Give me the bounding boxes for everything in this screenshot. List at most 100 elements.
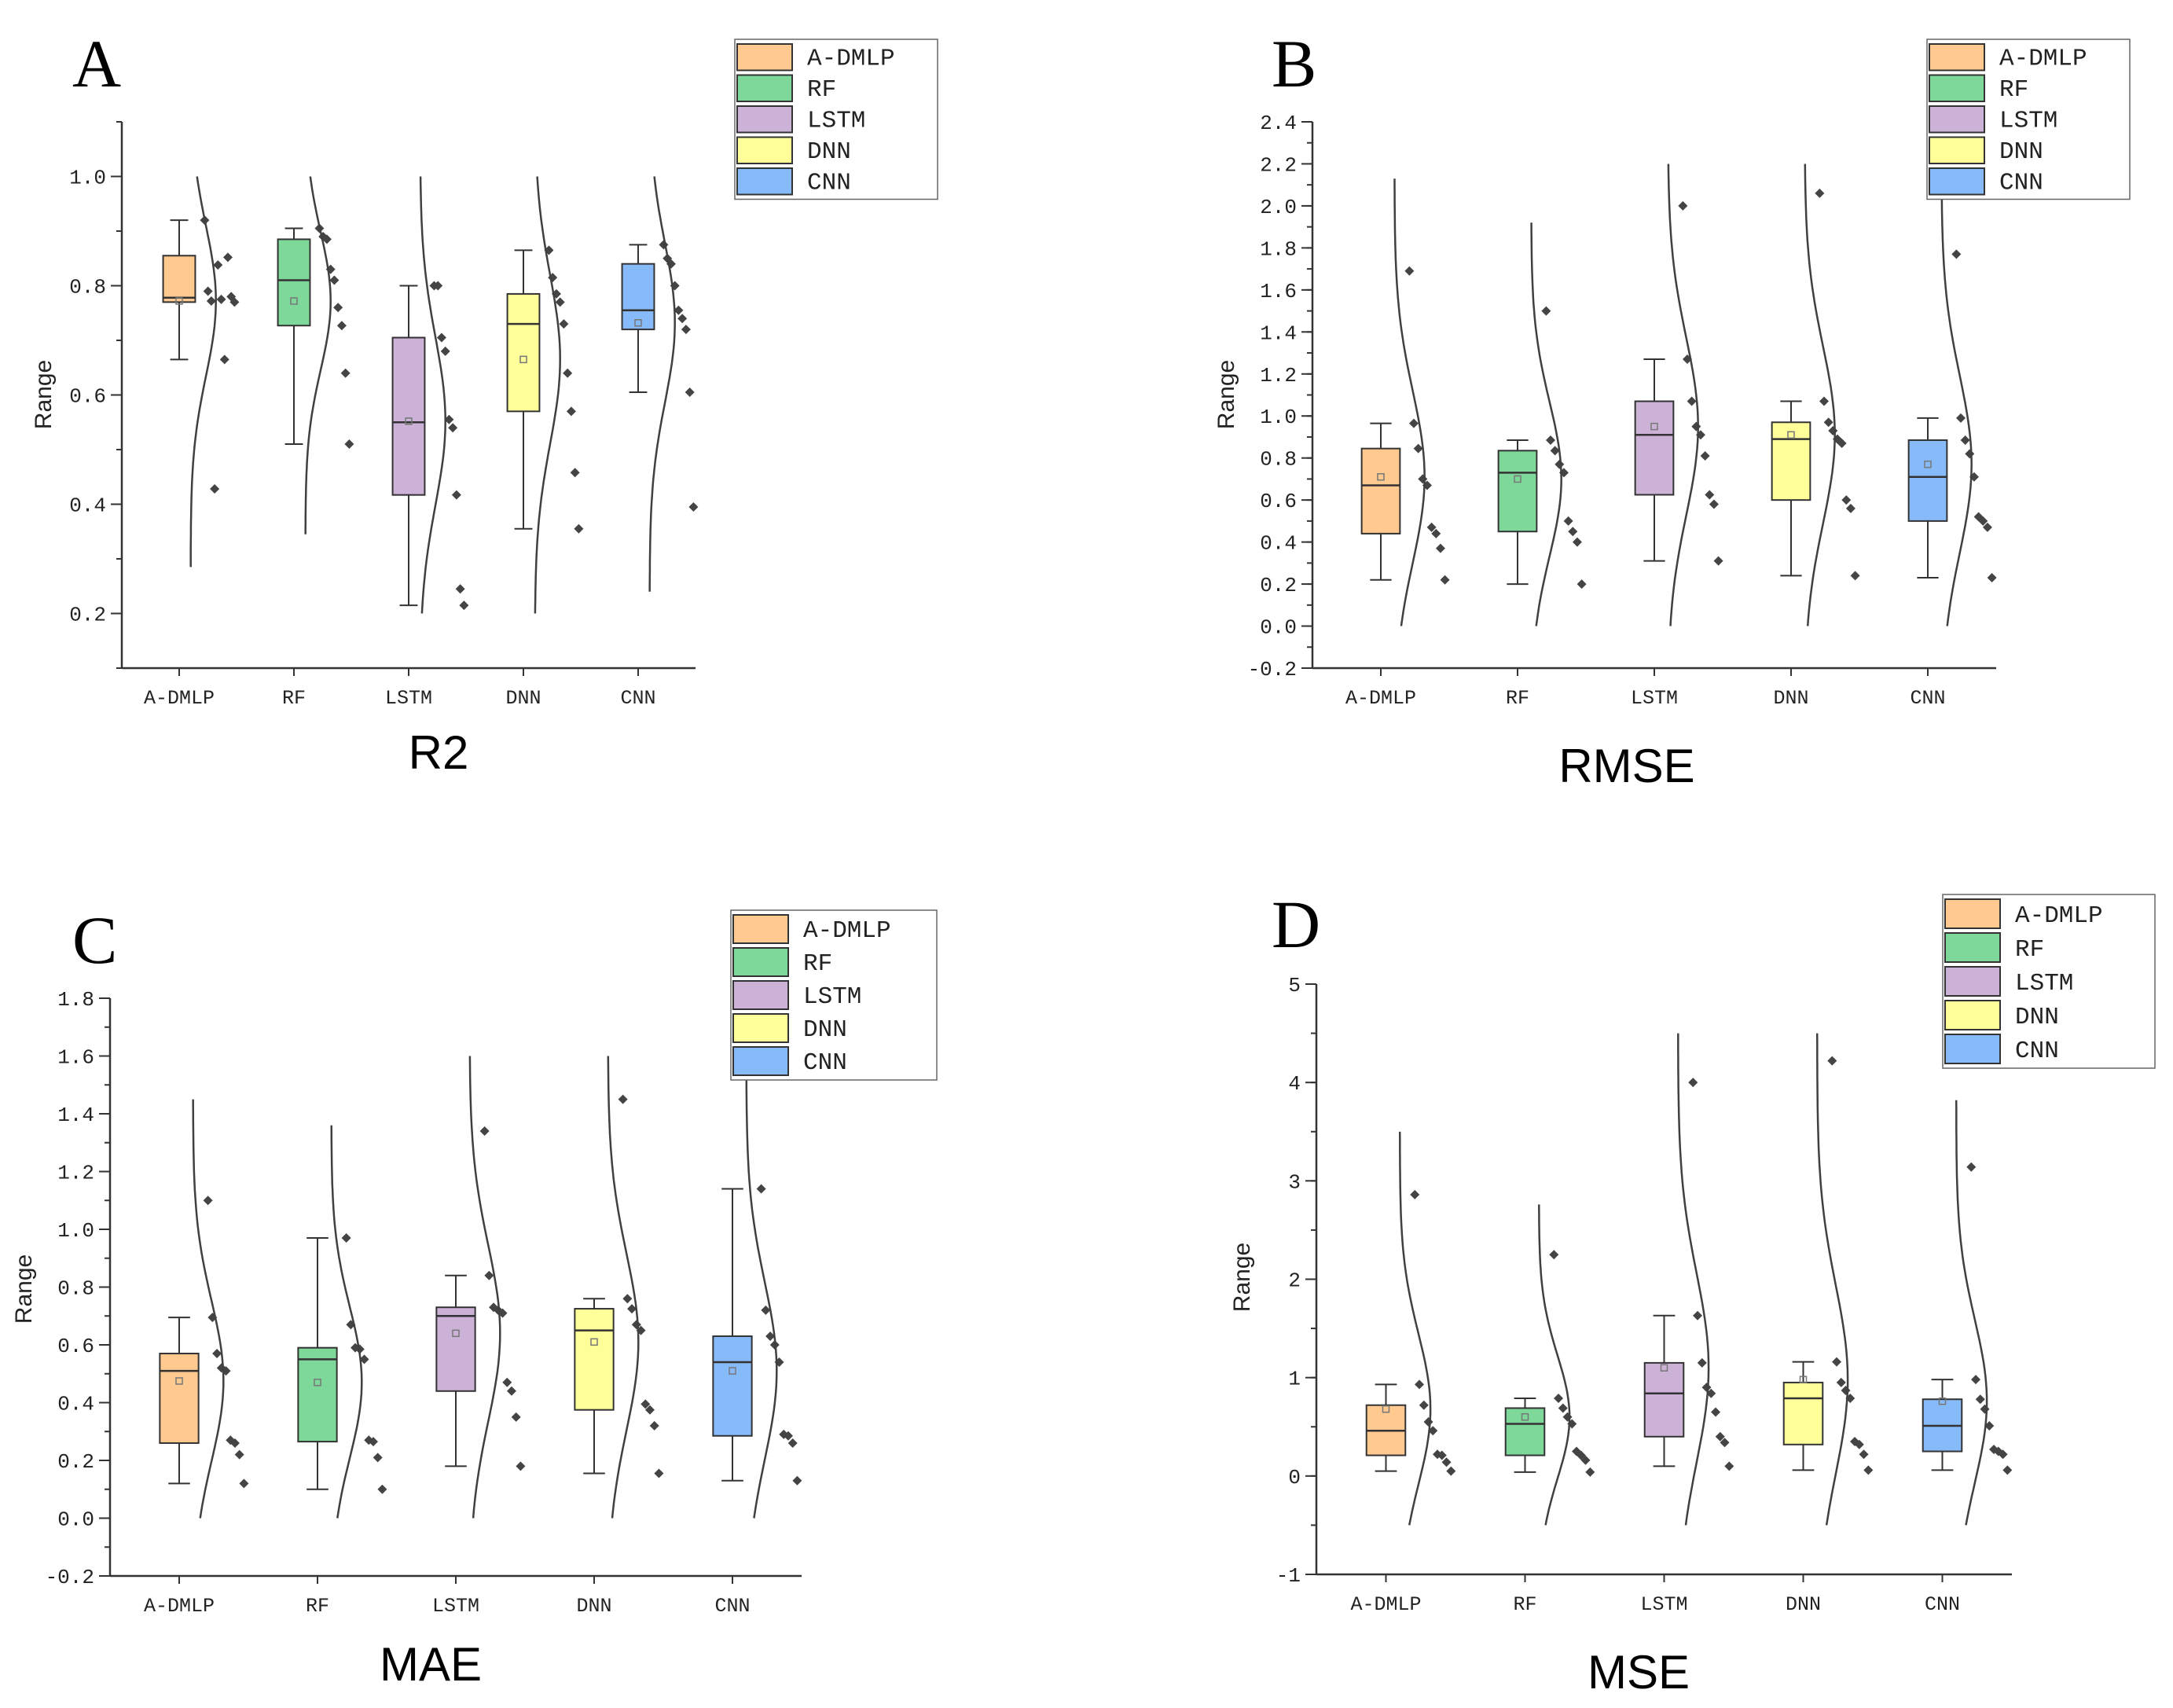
data-point	[1713, 556, 1723, 566]
data-point	[1841, 495, 1852, 505]
x-tick-label: CNN	[1925, 1593, 1960, 1616]
data-point	[502, 1377, 512, 1387]
legend-label: LSTM	[803, 983, 861, 1011]
series-lstm	[435, 1056, 526, 1519]
data-point	[239, 1478, 249, 1489]
y-tick-label: 0.0	[1260, 616, 1297, 640]
y-tick-label: 1.4	[57, 1104, 94, 1127]
data-point	[1709, 499, 1719, 509]
data-point	[1966, 1162, 1977, 1172]
box-iqr	[1782, 1381, 1824, 1445]
data-point	[1435, 543, 1445, 553]
data-point	[1841, 1385, 1851, 1395]
data-point	[1854, 1439, 1864, 1449]
y-tick-label: 2.4	[1260, 112, 1297, 135]
mean-marker	[290, 297, 298, 305]
data-point	[1980, 1404, 1990, 1414]
distribution-curve	[745, 1056, 778, 1519]
data-point	[1555, 459, 1565, 469]
data-point	[436, 332, 446, 343]
data-point	[1562, 1412, 1573, 1422]
mean-marker	[314, 1379, 321, 1387]
data-point	[219, 354, 229, 365]
data-point	[1705, 490, 1715, 500]
series-dnn	[1771, 163, 1860, 626]
legend-swatch	[732, 980, 789, 1010]
box-iqr	[621, 263, 655, 331]
y-tick-label: 1.4	[1260, 321, 1297, 345]
x-tick-label: RF	[282, 687, 306, 710]
distribution-curve	[1955, 1100, 1988, 1526]
x-tick-label: A-DMLP	[1350, 1593, 1421, 1616]
distribution-curve	[1804, 163, 1836, 626]
data-point	[222, 252, 233, 263]
legend-swatch	[1944, 898, 2001, 929]
legend-label: CNN	[803, 1049, 847, 1077]
box-iqr	[435, 1306, 476, 1392]
legend-label: CNN	[2015, 1038, 2059, 1065]
mean-marker	[1377, 473, 1385, 481]
data-point	[566, 406, 576, 417]
legend-label: DNN	[807, 138, 851, 166]
data-point	[451, 490, 461, 500]
legend-label: A-DMLP	[1999, 45, 2087, 72]
y-tick-label: 1.6	[57, 1046, 94, 1070]
panel-letter: D	[1272, 887, 1320, 962]
series-lstm	[391, 176, 469, 614]
y-tick-label: 1.0	[69, 167, 106, 190]
x-tick-label: CNN	[714, 1595, 750, 1618]
box-iqr	[574, 1308, 615, 1411]
data-point	[1998, 1449, 2008, 1460]
legend-swatch	[736, 105, 793, 134]
data-point	[555, 297, 565, 307]
data-point	[1678, 200, 1688, 211]
data-point	[341, 1233, 351, 1243]
legend-label: A-DMLP	[807, 45, 895, 72]
data-point	[1819, 396, 1830, 406]
series-cnn	[621, 176, 699, 592]
data-point	[1845, 503, 1855, 513]
legend-swatch	[732, 1046, 789, 1076]
box-iqr	[1771, 421, 1811, 501]
distribution-curve	[1530, 222, 1562, 626]
box-iqr	[1504, 1407, 1546, 1456]
y-axis-label: Range	[11, 1254, 37, 1324]
data-point	[206, 296, 216, 306]
box-iqr	[1497, 450, 1538, 533]
legend-swatch	[732, 914, 789, 944]
data-point	[321, 234, 332, 244]
legend-swatch	[1944, 966, 2001, 997]
y-tick-label: 3	[1288, 1170, 1301, 1194]
x-tick-label: A-DMLP	[1345, 687, 1416, 710]
data-point	[681, 325, 691, 335]
data-point	[685, 388, 695, 398]
panel-letter: B	[1272, 26, 1316, 101]
x-tick-label: LSTM	[432, 1595, 479, 1618]
series-rf	[1497, 222, 1587, 626]
x-tick-label: LSTM	[1631, 687, 1678, 710]
legend-label: A-DMLP	[803, 917, 891, 945]
data-point	[1951, 249, 1962, 259]
data-point	[1711, 1407, 1721, 1417]
legend-swatch	[1929, 43, 1985, 72]
data-point	[511, 1412, 521, 1422]
series-dnn	[1782, 1033, 1874, 1526]
x-tick-label: CNN	[620, 687, 655, 710]
y-tick-label: 0.6	[69, 385, 106, 409]
y-tick-label: 4	[1288, 1072, 1301, 1096]
x-tick-label: DNN	[1773, 687, 1808, 710]
y-tick-label: 0.6	[57, 1335, 94, 1358]
data-point	[1541, 306, 1551, 316]
data-point	[688, 501, 699, 512]
data-point	[329, 275, 340, 285]
data-point	[516, 1461, 526, 1471]
legend-swatch	[1944, 1000, 2001, 1030]
data-point	[1700, 451, 1710, 461]
legend-swatch	[1944, 1034, 2001, 1064]
mean-marker	[1938, 1397, 1947, 1405]
data-point	[212, 1349, 222, 1359]
data-point	[1706, 1388, 1716, 1398]
y-axis-label: Range	[1213, 360, 1239, 429]
data-point	[229, 297, 240, 307]
y-tick-label: 1	[1288, 1368, 1301, 1391]
